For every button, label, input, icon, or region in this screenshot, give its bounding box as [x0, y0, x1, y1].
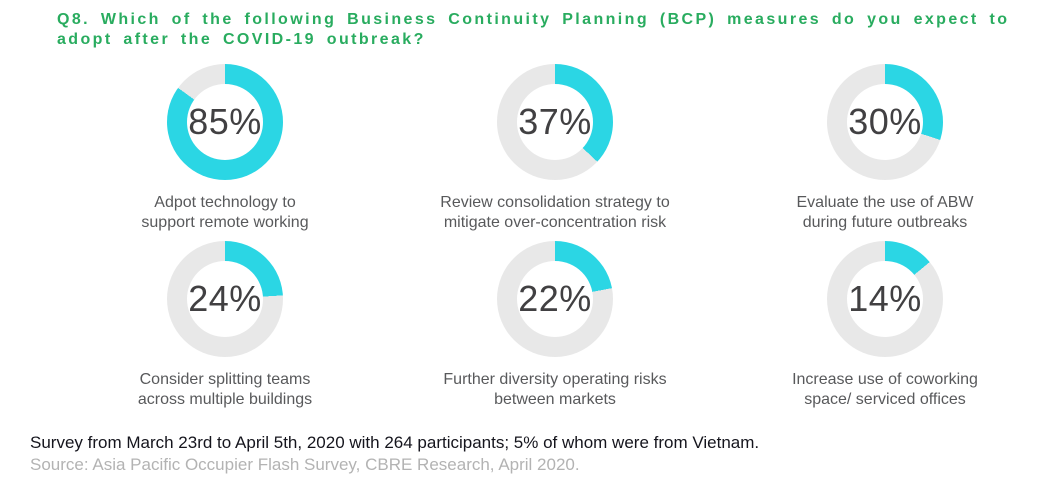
- donut-caption-line-1: Increase use of coworking: [792, 371, 978, 388]
- source-note: Source: Asia Pacific Occupier Flash Surv…: [30, 455, 580, 474]
- chart-title: Q8. Which of the following Business Cont…: [57, 10, 1022, 50]
- donut-hole: 30%: [847, 84, 923, 160]
- donut-caption-line-1: Evaluate the use of ABW: [796, 194, 974, 211]
- donut-hole: 22%: [517, 261, 593, 337]
- donut-caption: Adpot technology to support remote worki…: [141, 193, 308, 233]
- donut-percent-value: 22%: [518, 278, 592, 319]
- donut-caption: Further diversity operating risks betwee…: [443, 370, 666, 410]
- donut-hole: 37%: [516, 84, 593, 160]
- donut-percent-value: 14%: [848, 278, 922, 319]
- donut-card: 14% Increase use of coworking space/ ser…: [792, 241, 978, 410]
- donut-ring: 22%: [497, 241, 613, 357]
- donut-caption-line-1: Review consolidation strategy to: [440, 194, 670, 211]
- donut-caption: Review consolidation strategy to mitigat…: [440, 193, 669, 233]
- donut-ring: 85%: [167, 64, 283, 180]
- donut-grid: 85% Adpot technology to support remote w…: [60, 64, 1042, 410]
- donut-hole: 24%: [187, 261, 263, 337]
- chart-title-line-1: Q8. Which of the following Business Cont…: [57, 11, 1010, 28]
- donut-card: 22% Further diversity operating risks be…: [443, 241, 667, 410]
- donut-caption-line-2: support remote working: [141, 214, 309, 231]
- donut-ring: 24%: [167, 241, 283, 357]
- donut-hole: 14%: [847, 261, 923, 337]
- donut-card: 30% Evaluate the use of ABW during futur…: [797, 64, 974, 233]
- donut-percent-value: 85%: [188, 101, 262, 142]
- donut-caption-line-2: space/ serviced offices: [804, 391, 966, 408]
- donut-hole: 85%: [187, 84, 263, 160]
- donut-caption-line-2: during future outbreaks: [802, 214, 968, 231]
- donut-caption-line-1: Consider splitting teams: [139, 371, 311, 388]
- donut-card: 24% Consider splitting teams across mult…: [138, 241, 312, 410]
- donut-caption: Evaluate the use of ABW during future ou…: [797, 193, 974, 233]
- donut-ring: 14%: [827, 241, 943, 357]
- donut-card: 85% Adpot technology to support remote w…: [141, 64, 309, 233]
- survey-note: Survey from March 23rd to April 5th, 202…: [30, 433, 760, 452]
- donut-card: 37% Review consolidation strategy to mit…: [440, 64, 670, 233]
- donut-percent-value: 30%: [848, 101, 922, 142]
- donut-caption-line-2: between markets: [494, 391, 616, 408]
- donut-percent-value: 37%: [518, 101, 592, 142]
- donut-ring: 37%: [496, 64, 613, 180]
- donut-caption-line-1: Further diversity operating risks: [443, 371, 667, 388]
- donut-ring: 30%: [827, 64, 943, 180]
- donut-caption-line-2: across multiple buildings: [137, 391, 313, 408]
- donut-caption: Increase use of coworking space/ service…: [792, 370, 978, 410]
- donut-caption-line-1: Adpot technology to: [154, 194, 296, 211]
- donut-caption: Consider splitting teams across multiple…: [138, 370, 312, 410]
- chart-title-line-2: adopt after the COVID-19 outbreak?: [57, 31, 426, 48]
- donut-percent-value: 24%: [188, 278, 262, 319]
- donut-caption-line-2: mitigate over-concentration risk: [443, 214, 667, 231]
- footer: Survey from March 23rd to April 5th, 202…: [30, 432, 1042, 476]
